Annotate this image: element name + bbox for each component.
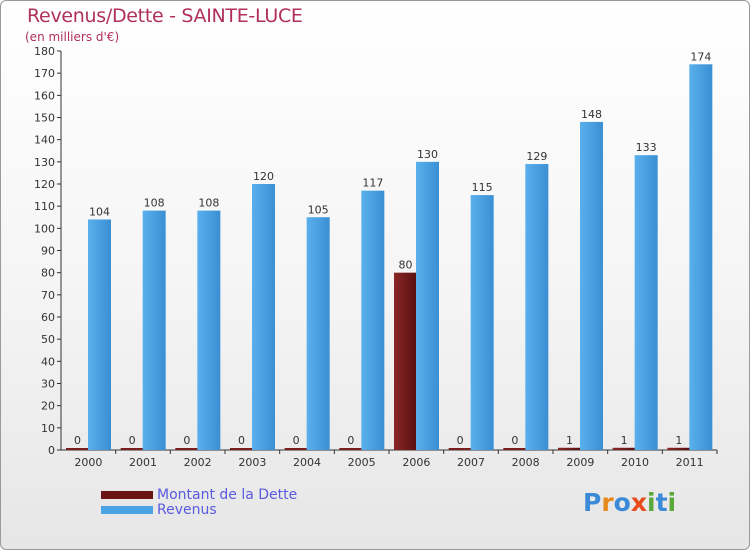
x-tick-label: 2002 [184,456,212,469]
x-tick-label: 2010 [621,456,649,469]
revenue-value-label: 105 [308,203,329,216]
chart-subtitle: (en milliers d'€) [25,30,120,44]
debt-value-label: 0 [347,434,354,447]
revenue-bar [252,184,275,450]
revenue-bar [306,217,330,450]
legend-item-revenue: Revenus [101,501,297,518]
revenue-bar [416,161,439,451]
debt-value-label: 1 [566,434,573,447]
debt-bar [503,448,527,450]
x-tick-label: 2004 [293,456,321,469]
y-tick-label: 140 [34,134,55,147]
y-tick-label: 0 [48,444,55,457]
y-tick-label: 90 [41,245,55,258]
legend-swatch-debt [101,490,153,499]
revenue-value-label: 148 [581,108,602,121]
legend-item-debt: Montant de la Dette [101,486,298,503]
debt-bar [230,448,253,450]
y-tick-label: 110 [34,200,55,213]
debt-value-label: 1 [675,434,682,447]
x-tick-label: 2009 [566,456,594,469]
debt-bar [66,448,89,450]
debt-bar [448,448,472,450]
revenue-bar [634,155,658,450]
revenue-bar [580,121,603,450]
revenue-bar [88,219,111,450]
revenue-value-label: 108 [144,197,165,210]
debt-value-label: 0 [74,434,81,447]
y-tick-label: 150 [34,112,55,125]
revenue-value-label: 174 [690,50,711,63]
debt-bar [667,447,691,450]
legend-swatch-revenue [101,505,153,514]
revenue-value-label: 115 [472,181,493,194]
debt-bar [612,447,636,450]
x-tick-label: 2005 [348,456,376,469]
debt-bar [394,272,417,450]
y-tick-label: 180 [34,45,55,58]
revenue-bar [470,195,494,450]
y-tick-label: 20 [41,400,55,413]
debt-value-label: 0 [129,434,136,447]
revenue-value-label: 129 [526,150,547,163]
revenue-bar [361,190,385,450]
legend: Montant de la Dette Revenus [101,486,298,518]
x-tick-label: 2006 [402,456,430,469]
revenue-value-label: 108 [198,197,219,210]
chart-title: Revenus/Dette - SAINTE-LUCE [27,5,303,27]
debt-bar [339,448,363,450]
y-tick-label: 40 [41,355,55,368]
revenue-value-label: 117 [362,177,383,190]
x-tick-label: 2001 [129,456,157,469]
revenue-bar [197,210,221,450]
debt-bar [175,448,199,450]
y-tick-label: 80 [41,267,55,280]
debt-value-label: 0 [293,434,300,447]
legend-label-revenue: Revenus [157,501,217,518]
debt-value-label: 0 [183,434,190,447]
revenue-value-label: 130 [417,148,438,161]
y-tick-label: 30 [41,378,55,391]
legend-label-debt: Montant de la Dette [157,486,298,503]
x-tick-label: 2008 [512,456,540,469]
x-tick-label: 2003 [238,456,266,469]
y-tick-label: 130 [34,156,55,169]
y-tick-label: 10 [41,422,55,435]
debt-value-label: 80 [399,259,413,272]
y-tick-label: 120 [34,178,55,191]
debt-bar [558,447,581,450]
x-tick-label: 2000 [74,456,102,469]
revenue-bar [525,164,549,451]
debt-value-label: 0 [238,434,245,447]
revenue-bar [689,64,713,451]
debt-value-label: 0 [511,434,518,447]
y-tick-label: 100 [34,222,55,235]
debt-bar [284,448,308,450]
y-tick-label: 50 [41,333,55,346]
y-tick-label: 170 [34,67,55,80]
proxiti-logo: Proxiti [583,488,677,517]
debt-value-label: 0 [457,434,464,447]
y-tick-label: 160 [34,89,55,102]
debt-value-label: 1 [621,434,628,447]
x-tick-label: 2011 [676,456,704,469]
y-tick-label: 60 [41,311,55,324]
x-tick-label: 2007 [457,456,485,469]
y-tick-label: 70 [41,289,55,302]
revenue-bar [142,210,166,450]
revenue-value-label: 133 [636,141,657,154]
revenue-value-label: 104 [89,205,110,218]
debt-bar [120,448,144,450]
revenue-value-label: 120 [253,170,274,183]
